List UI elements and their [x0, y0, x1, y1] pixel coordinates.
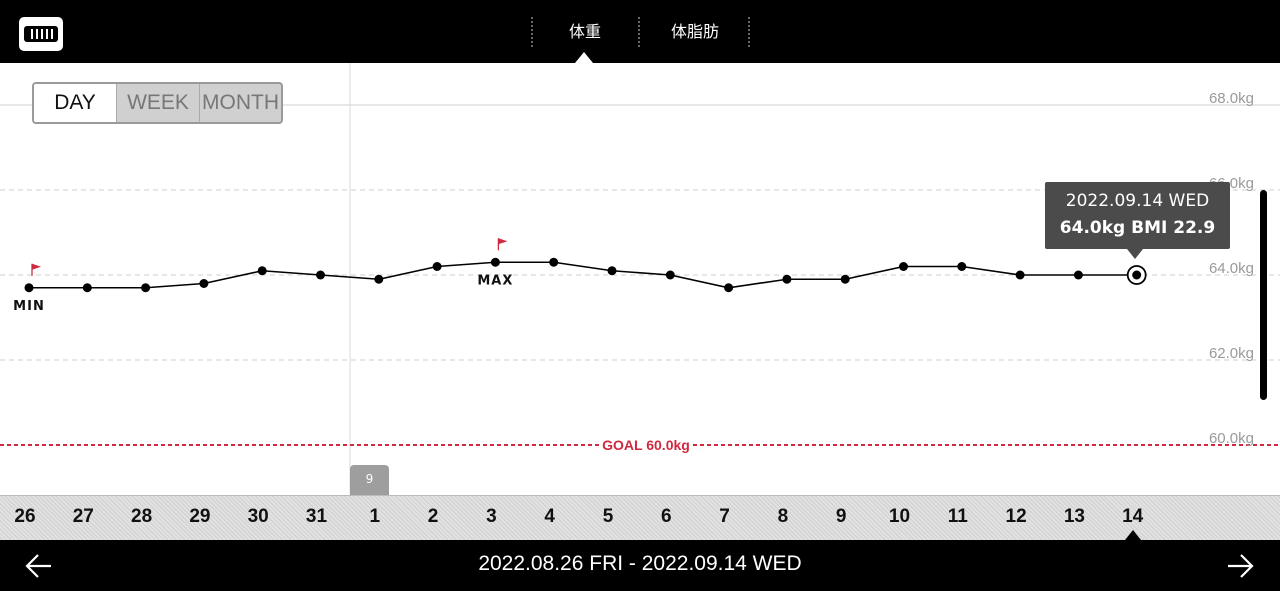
data-point[interactable] — [82, 283, 92, 293]
weight-line — [29, 261, 1137, 289]
date-label[interactable]: 9 — [835, 506, 847, 527]
weight-chart: GOAL 60.0kg 68.0kg66.0kg64.0kg62.0kg60.0… — [0, 63, 1280, 495]
y-tick-label: 62.0kg — [1209, 345, 1254, 362]
date-range: 2022.08.26 FRI - 2022.09.14 WED — [478, 552, 802, 575]
date-label[interactable]: 6 — [661, 506, 672, 527]
data-point[interactable] — [199, 279, 209, 288]
date-label[interactable]: 30 — [247, 506, 269, 527]
data-point[interactable] — [1073, 270, 1083, 280]
goal-label: GOAL 60.0kg — [602, 437, 690, 453]
date-label[interactable]: 10 — [888, 506, 911, 527]
date-label[interactable]: 12 — [1005, 506, 1027, 527]
day-button[interactable]: DAY — [34, 84, 116, 122]
bottom-bar: 2022.08.26 FRI - 2022.09.14 WED — [0, 540, 1280, 591]
data-point[interactable] — [490, 257, 500, 267]
data-point[interactable] — [782, 274, 792, 284]
y-tick-label: 64.0kg — [1209, 260, 1254, 277]
tooltip-date: 2022.09.14 WED — [1065, 191, 1210, 211]
arrow-right-icon[interactable] — [1225, 552, 1255, 580]
data-point[interactable] — [1015, 270, 1025, 280]
date-label[interactable]: 29 — [189, 506, 211, 527]
date-label[interactable]: 1 — [369, 506, 381, 527]
data-point[interactable] — [957, 262, 967, 271]
date-label[interactable]: 8 — [777, 506, 789, 527]
date-label[interactable]: 14 — [1122, 506, 1144, 527]
tab-body-fat[interactable]: 体脂肪 — [670, 22, 719, 41]
date-label[interactable]: 27 — [72, 506, 94, 527]
date-label[interactable]: 5 — [602, 506, 614, 527]
data-point[interactable] — [840, 274, 850, 284]
date-label[interactable]: 2 — [427, 506, 439, 527]
scale-logo-icon[interactable] — [19, 17, 63, 51]
month-button[interactable]: MONTH — [199, 84, 281, 122]
week-button[interactable]: WEEK — [116, 84, 199, 122]
y-tick-label: 60.0kg — [1209, 430, 1254, 447]
goal-label-bg — [599, 433, 693, 453]
date-label[interactable]: 26 — [14, 506, 36, 527]
data-point[interactable] — [549, 257, 559, 267]
period-toggle: DAY WEEK MONTH — [32, 82, 283, 124]
tab-weight[interactable]: 体重 — [568, 22, 601, 41]
data-point[interactable] — [899, 262, 908, 271]
date-label[interactable]: 4 — [544, 506, 555, 527]
flag-icon — [32, 263, 41, 270]
date-label[interactable]: 11 — [947, 506, 968, 527]
date-strip[interactable]: 26 27 28 29 30 31 1 2 3 4 5 6 7 8 9 10 11 12 13 14 — [0, 495, 1280, 541]
data-point[interactable] — [724, 283, 734, 293]
arrow-left-icon[interactable] — [24, 552, 54, 580]
data-point[interactable] — [257, 266, 267, 276]
active-tab-indicator — [575, 52, 593, 63]
selected-date-indicator — [1125, 530, 1141, 540]
flag-icon — [498, 238, 508, 245]
date-label[interactable]: 3 — [486, 506, 497, 527]
tooltip-values: 64.0kg BMI 22.9 — [1059, 218, 1216, 238]
data-point[interactable] — [316, 270, 325, 280]
y-tick-label: 68.0kg — [1209, 90, 1254, 107]
date-label[interactable]: 7 — [719, 506, 730, 527]
data-point[interactable] — [141, 283, 151, 293]
data-point[interactable] — [24, 283, 34, 293]
data-point[interactable] — [665, 270, 675, 280]
min-label: MIN — [13, 299, 45, 314]
date-label[interactable]: 13 — [1063, 506, 1085, 527]
date-label[interactable]: 28 — [131, 506, 153, 527]
top-bar: 体重 体脂肪 — [0, 0, 1280, 63]
date-label[interactable]: 31 — [305, 506, 328, 527]
max-label: MAX — [477, 273, 513, 288]
data-tooltip: 2022.09.14 WED 64.0kg BMI 22.9 — [1045, 182, 1230, 259]
data-point[interactable] — [1132, 270, 1142, 280]
chart-scrollbar[interactable] — [1260, 190, 1267, 400]
data-point[interactable] — [432, 262, 442, 271]
month-tag: 9 — [350, 465, 389, 495]
data-point[interactable] — [607, 266, 617, 276]
data-point[interactable] — [374, 274, 384, 284]
